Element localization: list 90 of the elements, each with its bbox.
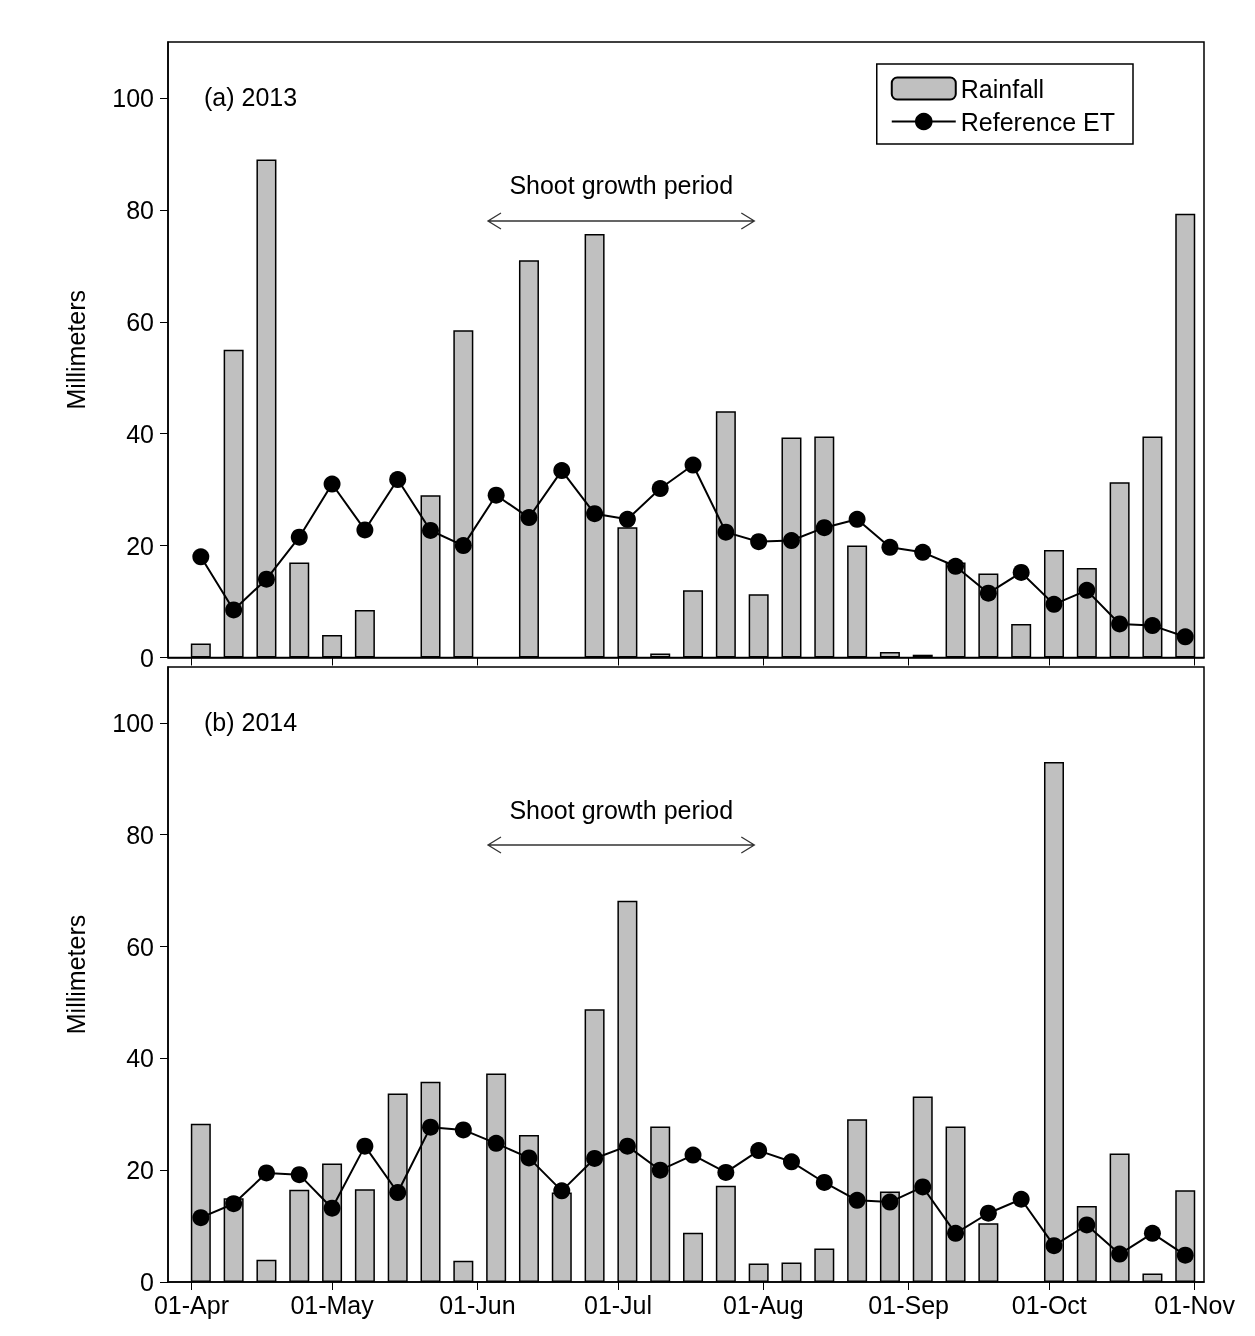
point	[815, 1173, 833, 1191]
y-tick-label: 40	[126, 1044, 154, 1073]
point	[651, 480, 669, 498]
point	[979, 584, 997, 602]
point	[684, 1146, 702, 1164]
point	[487, 486, 505, 504]
y-axis-title: Millimeters	[61, 290, 90, 410]
point	[979, 1204, 997, 1222]
point	[1111, 1245, 1129, 1263]
x-tick-label: 01-Jul	[583, 1290, 653, 1319]
point	[1045, 1237, 1063, 1255]
point	[192, 548, 210, 566]
x-tick-label: 01-Jun	[439, 1290, 516, 1319]
point	[225, 601, 243, 619]
point	[1143, 617, 1161, 635]
point	[1012, 563, 1030, 581]
x-tick-label: 01-Aug	[723, 1290, 804, 1319]
point	[618, 510, 636, 528]
x-tick-label: 01-Sep	[868, 1290, 949, 1319]
point	[881, 1193, 899, 1211]
point	[750, 1142, 768, 1160]
point	[717, 1163, 735, 1181]
y-tick-label: 60	[126, 307, 154, 336]
y-tick-label: 100	[112, 708, 154, 737]
point	[586, 505, 604, 523]
point	[914, 543, 932, 561]
point	[553, 462, 571, 480]
point	[225, 1195, 243, 1213]
point	[815, 519, 833, 537]
annotation: Shoot growth period	[509, 170, 734, 199]
point	[454, 1121, 472, 1139]
point	[389, 471, 407, 489]
point	[553, 1182, 571, 1200]
point	[192, 1209, 210, 1227]
point	[782, 532, 800, 550]
point	[1176, 1246, 1194, 1264]
x-tick-label: 01-May	[290, 1290, 375, 1319]
point	[782, 1153, 800, 1171]
point	[422, 521, 440, 539]
point	[454, 537, 472, 555]
point	[848, 1191, 866, 1209]
point	[422, 1118, 440, 1136]
point	[487, 1134, 505, 1152]
point	[257, 1164, 275, 1182]
point	[947, 557, 965, 575]
point	[257, 570, 275, 588]
point	[520, 509, 538, 527]
point	[651, 1161, 669, 1179]
y-tick-label: 60	[126, 932, 154, 961]
point	[290, 528, 308, 546]
y-tick-label: 20	[126, 531, 154, 560]
point	[750, 533, 768, 551]
point	[323, 1199, 341, 1217]
annotation: Shoot growth period	[509, 795, 734, 824]
x-tick-label: 01-Apr	[153, 1290, 229, 1319]
y-tick-label: 0	[140, 1268, 154, 1296]
legend-label: Rainfall	[960, 74, 1045, 103]
point	[1045, 595, 1063, 613]
point	[684, 456, 702, 474]
y-axis-title: Millimeters	[61, 914, 90, 1035]
point	[586, 1149, 604, 1167]
y-tick-label: 40	[126, 419, 154, 448]
point	[914, 1178, 932, 1196]
point	[848, 510, 866, 528]
point	[1176, 628, 1194, 646]
y-tick-label: 80	[126, 820, 154, 849]
point	[323, 475, 341, 493]
point	[717, 523, 735, 541]
point	[1078, 1216, 1096, 1234]
point	[1111, 615, 1129, 633]
annotation: (a) 2013	[204, 82, 298, 111]
point	[520, 1149, 538, 1167]
x-tick-label: 01-Nov	[1154, 1290, 1236, 1319]
point	[389, 1184, 407, 1202]
legend-label: Reference ET	[960, 107, 1116, 136]
x-tick-label: 01-Oct	[1011, 1290, 1087, 1319]
point	[618, 1137, 636, 1155]
y-tick-label: 20	[126, 1156, 154, 1185]
point	[881, 538, 899, 556]
point	[356, 1137, 374, 1155]
point	[290, 1166, 308, 1184]
y-tick-label: 100	[112, 83, 154, 112]
point	[1078, 581, 1096, 599]
point	[1143, 1224, 1161, 1242]
y-tick-label: 80	[126, 195, 154, 224]
point	[356, 521, 374, 539]
y-tick-label: 0	[140, 643, 154, 672]
annotation: (b) 2014	[204, 707, 298, 736]
point	[947, 1224, 965, 1242]
point	[1012, 1190, 1030, 1208]
